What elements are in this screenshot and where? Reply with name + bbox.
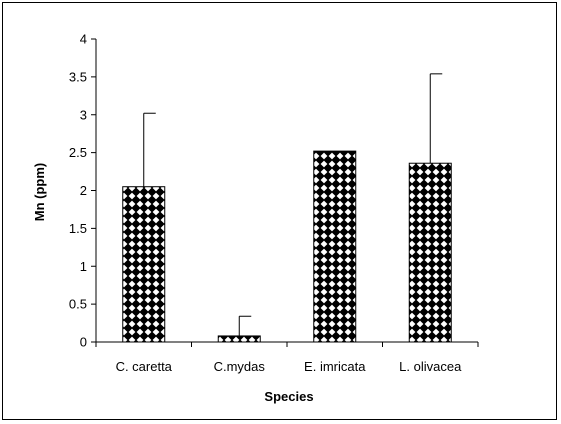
bar-e-imricata bbox=[313, 150, 357, 343]
y-tick-label: 0.5 bbox=[69, 297, 87, 312]
y-tick-label: 1.5 bbox=[69, 221, 87, 236]
labels-group: 0 0.5 1 1.5 2 2.5 3 3.5 4 C. caretta C.mydas E. imr… bbox=[69, 32, 462, 375]
y-tick-label: 2 bbox=[80, 183, 87, 198]
y-tick-label: 0 bbox=[80, 335, 87, 350]
bar-c-caretta bbox=[122, 186, 166, 343]
y-tick-label: 4 bbox=[80, 32, 87, 47]
x-tick-label: C.mydas bbox=[214, 359, 266, 374]
y-tick-label: 3 bbox=[80, 107, 87, 122]
x-tick-label: E. imricata bbox=[304, 359, 366, 374]
bar-l-olivacea bbox=[408, 162, 452, 343]
x-tick-label: C. caretta bbox=[116, 359, 173, 374]
y-tick-label: 2.5 bbox=[69, 145, 87, 160]
chart-frame bbox=[2, 2, 557, 420]
bar-c-mydas bbox=[217, 335, 261, 343]
bars-group bbox=[122, 73, 452, 343]
y-tick-label: 1 bbox=[80, 259, 87, 274]
x-axis-title: Species bbox=[264, 389, 313, 404]
x-tick-label: L. olivacea bbox=[399, 359, 462, 374]
y-axis-title: Mn (ppm) bbox=[32, 163, 47, 221]
y-tick-label: 3.5 bbox=[69, 69, 87, 84]
